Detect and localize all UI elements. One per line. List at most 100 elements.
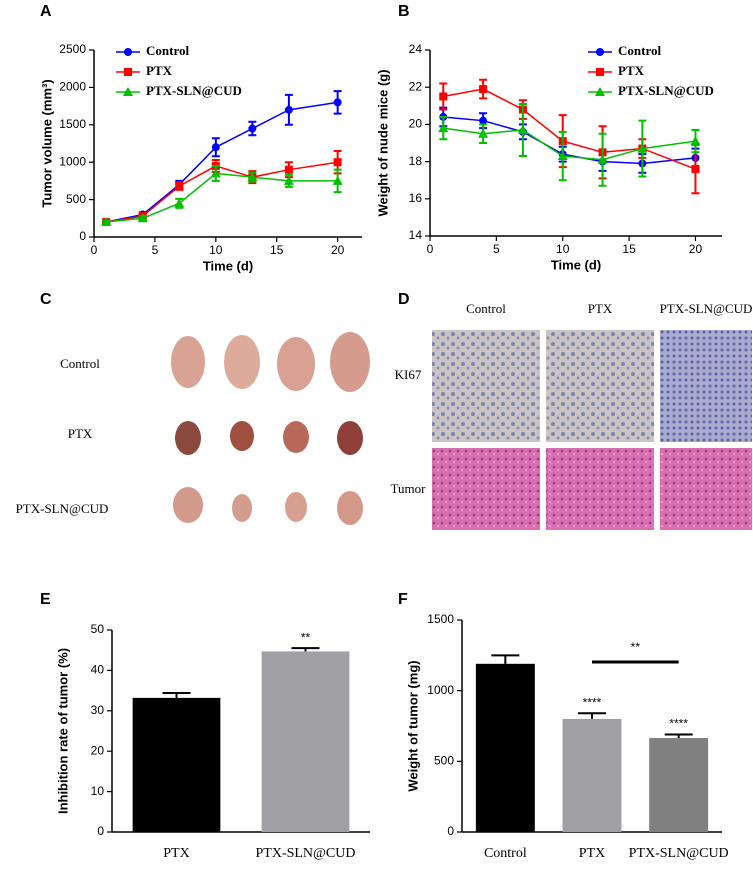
y-tick-label: 0 [447,824,454,838]
marker [211,143,220,152]
y-tick-label: 1500 [427,612,454,626]
legend-label: Control [618,43,661,58]
legend-marker [596,48,604,56]
y-tick-label: 500 [66,192,86,206]
y-axis-label: Weight of nude mice (g) [375,69,390,216]
marker [517,124,528,134]
x-tick-label: PTX-SLN@CUD [629,846,729,861]
row-label: Tumor [391,481,427,496]
significance: **** [669,717,688,731]
y-axis-label: Weight of tumor (mg) [405,660,420,791]
x-tick-label: 20 [331,243,345,257]
legend-marker [596,68,604,76]
x-tick-label: 15 [270,243,284,257]
marker [637,143,648,153]
marker [333,158,342,167]
bar [132,697,221,832]
x-tick-label: 5 [493,242,500,256]
marker [691,165,700,174]
significance: ** [301,630,311,644]
y-tick-label: 0 [97,824,104,838]
y-tick-label: 1500 [59,117,86,131]
y-tick-label: 16 [409,191,423,205]
marker [175,182,184,191]
marker [283,175,294,185]
panel-label: B [398,3,410,20]
marker [332,175,343,185]
x-axis-label: Time (d) [203,258,253,273]
row-label: PTX-SLN@CUD [16,501,109,516]
legend-label: PTX [618,63,645,78]
marker [247,172,258,182]
y-tick-label: 24 [409,42,423,56]
marker [248,124,257,133]
y-tick-label: 14 [409,228,423,242]
y-tick-label: 22 [409,79,423,93]
y-tick-label: 20 [409,117,423,131]
y-tick-label: 1000 [427,683,454,697]
marker [690,136,701,146]
y-tick-label: 1000 [59,154,86,168]
legend-marker [124,68,132,76]
column-label: PTX [588,301,613,316]
legend-marker [123,87,133,96]
marker [557,151,568,161]
x-tick-label: PTX [163,846,189,861]
bar [649,738,709,832]
x-tick-label: Control [484,846,527,861]
x-tick-label: PTX [579,846,605,861]
marker [284,105,293,114]
marker [210,168,221,178]
x-tick-label: 10 [556,242,570,256]
x-tick-label: 10 [209,243,223,257]
row-label: PTX [68,426,93,441]
x-tick-label: 15 [622,242,636,256]
error-bar [664,733,693,739]
panel-label: F [398,591,408,608]
marker [174,198,185,208]
bar [261,651,350,832]
x-axis-label: Time (d) [551,257,601,272]
x-tick-label: 0 [91,243,98,257]
y-tick-label: 50 [91,622,105,636]
legend-label: PTX [146,63,173,78]
y-axis-label: Tumor volume (mm³) [39,79,54,207]
histology-photos [432,330,752,530]
marker [101,217,112,227]
marker [284,165,293,174]
panel-label: A [40,3,52,20]
y-tick-label: 18 [409,154,423,168]
panel-label: D [398,291,410,308]
legend-label: Control [146,43,189,58]
error-bar [578,712,606,719]
marker [439,92,448,101]
legend-label: PTX-SLN@CUD [618,83,714,98]
y-tick-label: 2000 [59,80,86,94]
y-tick-label: 0 [79,229,86,243]
x-tick-label: 0 [427,242,434,256]
y-tick-label: 20 [91,743,105,757]
error-bar [491,654,520,664]
error-bar [162,692,191,698]
row-label: KI67 [395,367,422,382]
y-tick-label: 2500 [59,42,86,56]
panel-label: E [40,591,51,608]
photo-panel: C Control PTX PTX-SLN@CUD [16,291,370,525]
error-bar [291,647,320,652]
marker [438,123,449,133]
tumor-photos [171,332,370,525]
marker [333,98,342,107]
significance: **** [583,695,602,709]
marker [479,85,488,94]
series-line [106,101,338,223]
bar [562,718,622,832]
significance: ** [631,640,641,654]
legend-label: PTX-SLN@CUD [146,83,242,98]
marker [137,213,148,223]
legend-marker [595,87,605,96]
y-tick-label: 40 [91,663,105,677]
y-tick-label: 500 [434,754,454,768]
marker [478,128,489,138]
marker [597,154,608,164]
